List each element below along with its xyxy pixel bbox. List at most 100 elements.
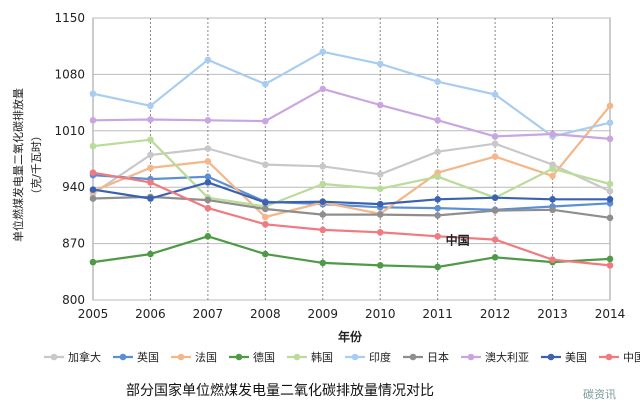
legend-swatch-marker [235,353,243,361]
x-tick-label: 2005 [78,307,109,321]
chart-title: 部分国家单位燃煤发电量二氧化碳排放量情况对比 [126,382,434,399]
legend: 加拿大 英国 法国 德国 韩国 印度 日本 澳大利亚 美国 中国 [44,350,640,364]
data-point [204,179,212,186]
y-tick-label: 1010 [54,124,85,138]
legend-label: 日本 [427,350,449,364]
series-line [92,142,611,195]
data-point [376,171,384,178]
series-line [92,50,611,138]
legend-swatch-marker [467,353,475,361]
y-tick-label: 800 [62,293,85,307]
data-point [549,195,556,203]
data-point [549,130,556,138]
data-point [319,211,327,218]
data-point [319,259,327,267]
data-point [376,60,384,68]
series-line [92,138,611,208]
data-point [491,207,499,214]
data-point [491,253,499,261]
legend-item-8: 美国 [541,351,587,364]
data-point [319,85,327,93]
data-point [147,179,154,186]
legend-swatch-marker [547,353,555,361]
data-point [376,185,384,193]
data-point [262,220,269,228]
data-point [147,250,154,258]
x-tick-label: 2006 [135,307,166,321]
x-tick-label: 2009 [308,307,339,321]
data-point [262,205,269,213]
axes-layer: 800 870 940 1010 1080 1150 2005 2006 2007 2008 200… [54,11,625,321]
data-point [147,164,154,172]
data-point [262,213,269,221]
legend-swatch-marker [351,353,359,361]
data-point [89,169,97,176]
data-point [376,262,384,269]
data-point [319,226,327,234]
series-line [92,87,611,140]
legend-label: 印度 [369,350,391,364]
data-point [434,173,441,181]
data-point [319,198,327,206]
legend-item-7: 澳大利亚 [461,350,529,364]
series-line [92,235,611,269]
legend-label: 德国 [253,350,275,364]
legend-swatch-marker [409,353,417,361]
data-point [434,212,441,219]
series-line [92,181,610,206]
data-point [434,148,441,156]
china-annotation: 中国 [446,233,470,248]
data-point [319,180,327,188]
data-point [89,186,97,193]
data-point [147,116,154,123]
data-point [434,117,441,124]
data-point [491,133,499,140]
data-point [204,233,212,240]
data-point [89,195,97,202]
series-layer [89,48,614,271]
data-point [434,78,441,85]
legend-swatch-marker [119,353,127,361]
data-point [434,195,441,203]
data-point [606,262,614,269]
data-point [606,195,614,203]
x-tick-label: 2010 [365,307,396,321]
data-point [606,214,614,222]
data-point [204,204,212,212]
data-point [606,187,614,195]
x-tick-label: 2011 [422,307,453,321]
y-tick-label: 1150 [54,11,85,25]
series-line [92,171,611,267]
data-point [491,153,499,160]
data-point [376,101,384,109]
data-point [606,119,614,127]
x-tick-label: 2008 [250,307,281,321]
legend-item-3: 德国 [229,350,275,364]
data-point [204,158,212,165]
legend-label: 法国 [195,350,217,364]
data-point [606,255,614,263]
data-point [319,48,327,56]
data-point [491,91,499,98]
data-point [606,102,614,110]
legend-label: 韩国 [311,350,333,364]
data-point [549,206,556,214]
legend-swatch-marker [177,353,185,361]
legend-item-1: 英国 [113,350,159,364]
grid-layer [92,17,611,301]
y-tick-label: 870 [62,237,85,251]
series-5 [89,48,614,140]
x-axis-label: 年份 [338,329,363,344]
series-3 [89,233,614,271]
legend-swatch-marker [50,353,58,361]
data-point [204,145,212,152]
data-point [262,117,269,125]
legend-label: 美国 [565,351,587,364]
data-point [204,117,212,124]
series-7 [89,85,614,143]
data-point [147,136,154,143]
data-point [262,80,269,88]
series-9 [89,169,614,269]
data-point [204,56,212,64]
data-point [434,204,441,212]
